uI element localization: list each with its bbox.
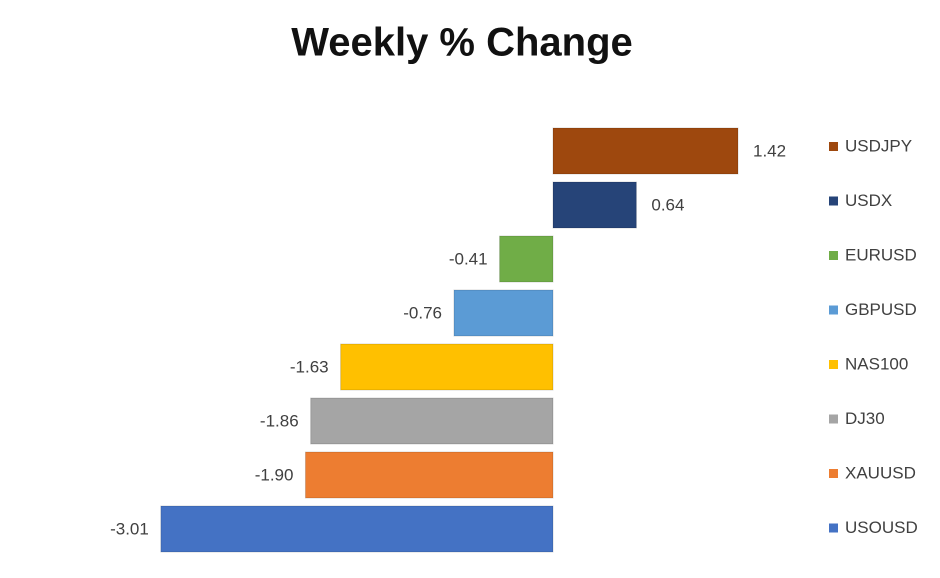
data-label: -1.90 [255,465,294,484]
data-label: -1.86 [260,411,299,430]
legend-swatch [829,251,838,260]
legend-swatch [829,469,838,478]
legend-label: USDX [845,191,892,210]
legend-swatch [829,142,838,151]
legend-label: XAUUSD [845,463,916,482]
chart-title: Weekly % Change [291,21,633,65]
legend-swatch [829,360,838,369]
legend-label: USOUSD [845,518,918,537]
legend-swatch [829,196,838,206]
data-label: -0.76 [403,303,442,322]
legend-label: USDJPY [845,136,912,155]
legend-label: EURUSD [845,245,917,264]
legend-swatch [829,523,838,533]
bar [160,505,554,553]
bar [552,127,739,175]
bar [552,181,637,229]
data-label: -0.41 [449,249,488,268]
legend-label: GBPUSD [845,300,917,319]
bar [310,397,554,445]
data-label: -1.63 [290,357,329,376]
bar [453,289,554,337]
data-label: 0.64 [651,195,684,214]
data-label: -3.01 [110,519,149,538]
bar [499,235,554,283]
legend-swatch [829,414,838,424]
bar [304,451,554,499]
legend-label: NAS100 [845,354,908,373]
data-label: 1.42 [753,141,786,160]
legend-swatch [829,305,838,315]
legend-label: DJ30 [845,409,885,428]
bar [340,343,554,391]
